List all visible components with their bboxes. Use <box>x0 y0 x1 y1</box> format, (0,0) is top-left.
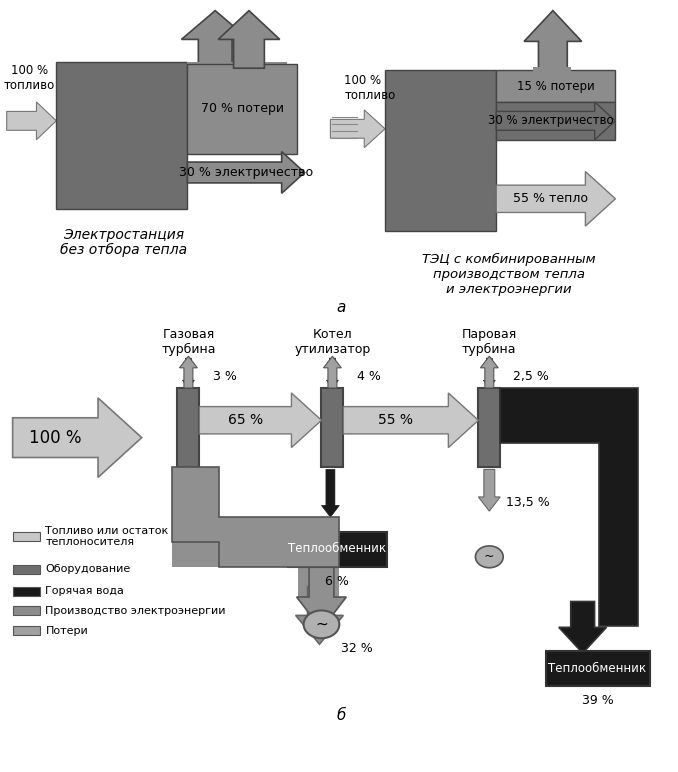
Text: производством тепла: производством тепла <box>433 268 585 281</box>
Text: 6 %: 6 % <box>325 574 349 587</box>
Bar <box>13 587 41 595</box>
Text: Теплообменник: Теплообменник <box>288 543 386 555</box>
Text: и электроэнергии: и электроэнергии <box>446 283 572 296</box>
Bar <box>546 651 650 686</box>
Text: Котел
утилизатор: Котел утилизатор <box>294 328 371 357</box>
Bar <box>13 532 41 541</box>
Bar <box>321 388 343 467</box>
Text: 55 %: 55 % <box>378 413 414 427</box>
Ellipse shape <box>475 546 503 567</box>
Polygon shape <box>496 102 616 140</box>
Bar <box>13 565 41 574</box>
Polygon shape <box>172 467 340 567</box>
Polygon shape <box>218 11 280 68</box>
Bar <box>172 517 338 567</box>
Text: а: а <box>337 300 346 315</box>
Bar <box>195 68 233 78</box>
Text: Потери: Потери <box>45 626 88 636</box>
Polygon shape <box>479 469 500 511</box>
Text: ~: ~ <box>484 550 494 564</box>
Polygon shape <box>182 358 195 388</box>
Text: 15 % потери: 15 % потери <box>517 80 595 93</box>
Polygon shape <box>199 393 321 448</box>
Polygon shape <box>7 102 56 140</box>
Polygon shape <box>524 11 582 72</box>
Text: ~: ~ <box>315 617 328 631</box>
Bar <box>533 67 571 75</box>
Polygon shape <box>500 388 638 626</box>
Text: 30 % электричество: 30 % электричество <box>179 166 313 179</box>
Polygon shape <box>481 356 498 388</box>
Text: б: б <box>337 708 346 723</box>
Bar <box>13 607 41 615</box>
Bar <box>178 388 199 467</box>
Bar <box>199 67 233 102</box>
Bar <box>385 70 496 231</box>
Polygon shape <box>321 469 340 517</box>
Bar <box>287 532 387 567</box>
Polygon shape <box>496 171 616 226</box>
Polygon shape <box>13 398 142 477</box>
Bar <box>13 626 41 635</box>
Text: 100 %
топливо: 100 % топливо <box>4 64 55 92</box>
Text: 2,5 %: 2,5 % <box>513 370 549 383</box>
Polygon shape <box>187 151 304 193</box>
Bar <box>172 467 219 542</box>
Text: 32 %: 32 % <box>341 642 373 655</box>
Polygon shape <box>330 110 385 147</box>
Text: 55 % тепло: 55 % тепло <box>513 191 589 205</box>
Bar <box>496 70 616 102</box>
Text: 13,5 %: 13,5 % <box>506 496 550 509</box>
Text: Электростанция: Электростанция <box>63 228 184 242</box>
Polygon shape <box>343 393 479 448</box>
Text: Горячая вода: Горячая вода <box>45 586 124 596</box>
Text: 3 %: 3 % <box>213 370 237 383</box>
Text: 100 %
топливо: 100 % топливо <box>344 74 395 102</box>
Text: Теплообменник: Теплообменник <box>549 662 647 675</box>
Bar <box>479 388 500 467</box>
Polygon shape <box>559 601 607 653</box>
Bar <box>187 63 287 97</box>
Text: Топливо или остаток
теплоносителя: Топливо или остаток теплоносителя <box>45 526 169 547</box>
Text: без отбора тепла: без отбора тепла <box>60 243 187 257</box>
Polygon shape <box>323 356 341 388</box>
Bar <box>56 63 187 209</box>
Text: 4 %: 4 % <box>357 370 381 383</box>
Text: Газовая
турбина: Газовая турбина <box>161 328 216 357</box>
Text: 39 %: 39 % <box>582 694 614 707</box>
Text: ТЭЦ с комбинированным: ТЭЦ с комбинированным <box>422 253 596 266</box>
Text: 30 % электричество: 30 % электричество <box>488 114 614 127</box>
Text: 65 %: 65 % <box>228 413 263 427</box>
Text: Паровая
турбина: Паровая турбина <box>462 328 517 357</box>
Polygon shape <box>297 565 346 629</box>
Polygon shape <box>483 358 495 388</box>
Polygon shape <box>296 587 343 644</box>
Ellipse shape <box>304 611 340 638</box>
Text: Производство электроэнергии: Производство электроэнергии <box>45 606 226 616</box>
Bar <box>187 64 297 154</box>
Polygon shape <box>182 11 249 68</box>
Bar <box>298 517 340 597</box>
Text: 100 %: 100 % <box>29 428 81 447</box>
Bar <box>496 102 616 140</box>
Text: 70 % потери: 70 % потери <box>201 103 283 116</box>
Polygon shape <box>326 358 338 388</box>
Text: Оборудование: Оборудование <box>45 564 131 574</box>
Polygon shape <box>180 356 197 388</box>
